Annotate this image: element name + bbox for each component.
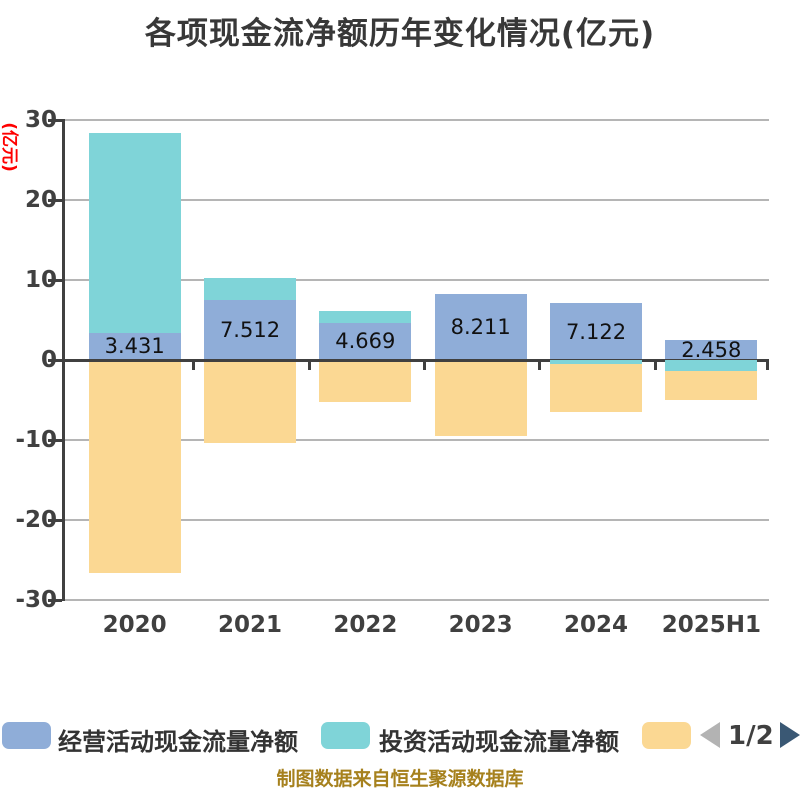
bar-2022-series0 <box>319 322 412 360</box>
bar-2021-series0 <box>204 299 296 360</box>
gridline-30 <box>65 119 769 121</box>
x-category-label-2025H1: 2025H1 <box>661 612 761 638</box>
pagination-prev-icon[interactable] <box>700 722 720 748</box>
gridline-10 <box>65 279 769 281</box>
bar-2024-series1 <box>550 360 642 364</box>
legend: 经营活动现金流量净额 投资活动现金流量净额 1/2 <box>0 718 800 756</box>
bar-2021-series2 <box>204 360 296 444</box>
x-tick-5 <box>653 361 657 370</box>
chart-title: 各项现金流净额历年变化情况(亿元) <box>144 16 656 52</box>
bar-2020-series1 <box>88 133 181 333</box>
gridline--10 <box>65 439 769 441</box>
gridline-20 <box>65 199 769 201</box>
value-label-2021: 7.512 <box>219 317 281 342</box>
y-tick--20 <box>48 519 62 522</box>
x-tick-4 <box>538 361 542 370</box>
y-tick--10 <box>48 439 62 442</box>
y-tick-30 <box>48 119 62 122</box>
bar-2024-series2 <box>550 364 642 412</box>
x-tick-3 <box>423 361 426 370</box>
bar-2022-series2 <box>319 360 412 403</box>
x-category-label-2020: 2020 <box>102 612 167 638</box>
bar-2021-series1 <box>204 278 296 300</box>
y-tick--30 <box>48 599 62 602</box>
x-category-label-2024: 2024 <box>563 612 628 638</box>
value-label-2025H1: 2.458 <box>681 338 742 363</box>
legend-swatch-operating[interactable] <box>2 722 51 749</box>
bar-2024-series0 <box>550 303 642 360</box>
value-label-2020: 3.431 <box>104 334 165 359</box>
gridline-0 <box>62 359 769 362</box>
bar-2020-series2 <box>88 360 181 573</box>
gridline--30 <box>65 599 769 601</box>
y-tick-20 <box>48 199 62 202</box>
bar-2025H1-series1 <box>665 360 758 372</box>
value-label-2022: 4.669 <box>335 329 396 354</box>
x-category-label-2022: 2022 <box>333 612 398 638</box>
bar-2023-series0 <box>434 294 527 360</box>
x-category-label-2023: 2023 <box>448 612 513 638</box>
y-tick-0 <box>48 359 62 362</box>
plot-area: 30 20 10 0 -10 -20 -30 3.431 2020 7.512 2021 4.669 2… <box>15 108 769 638</box>
bar-2025H1-series0 <box>665 340 758 360</box>
bar-2022-series1 <box>319 311 412 323</box>
legend-label-investing[interactable]: 投资活动现金流量净额 <box>379 728 619 756</box>
bar-2023-series2 <box>434 360 527 436</box>
pagination-label: 1/2 <box>728 721 774 751</box>
value-label-2023: 8.211 <box>450 315 511 340</box>
x-tick-6 <box>766 361 769 370</box>
legend-label-operating[interactable]: 经营活动现金流量净额 <box>58 728 298 756</box>
y-tick-10 <box>48 279 62 282</box>
x-tick-1 <box>192 361 196 370</box>
legend-swatch-investing[interactable] <box>321 722 370 749</box>
x-category-label-2021: 2021 <box>217 612 282 638</box>
pagination-next-icon[interactable] <box>780 722 800 748</box>
bar-2025H1-series2 <box>665 371 758 400</box>
footer-note: 制图数据来自恒生聚源数据库 <box>276 768 524 790</box>
legend-swatch-third-series[interactable] <box>642 722 691 749</box>
gridline--20 <box>65 519 769 521</box>
value-label-2024: 7.122 <box>565 319 627 344</box>
bar-2020-series0 <box>88 332 181 360</box>
x-tick-2 <box>307 361 311 370</box>
